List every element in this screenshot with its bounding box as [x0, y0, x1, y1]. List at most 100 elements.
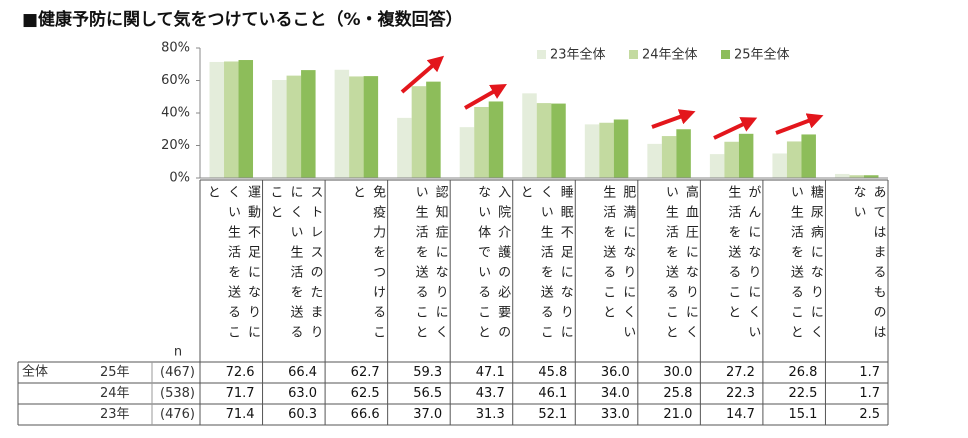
- table-value: 45.8: [538, 365, 567, 380]
- bar: [709, 154, 725, 178]
- bar: [584, 124, 600, 178]
- table-value: 1.7: [859, 365, 880, 380]
- table-value: 66.6: [351, 407, 380, 422]
- table-value: 62.5: [351, 386, 380, 401]
- table-value: 27.2: [726, 365, 755, 380]
- bar: [363, 76, 379, 178]
- bar: [209, 61, 225, 178]
- bar: [286, 75, 302, 178]
- year-label: 23年: [100, 407, 130, 422]
- year-label: 25年: [100, 365, 130, 380]
- bar: [334, 69, 350, 178]
- year-label: 24年: [100, 386, 130, 401]
- category-label: 睡眠不足になりにくい生活を送ること: [517, 185, 573, 345]
- bar: [536, 103, 552, 178]
- category-label: ストレスのたまりにくい生活を送ること: [267, 185, 323, 345]
- legend-label: 23年全体: [550, 47, 606, 63]
- chart-title: ■健康予防に関して気をつけていること（%・複数回答）: [22, 9, 463, 30]
- table-value: 2.5: [859, 407, 880, 422]
- bar: [676, 129, 691, 178]
- bar: [738, 133, 754, 178]
- bar: [863, 175, 879, 178]
- table-value: 15.1: [789, 407, 818, 422]
- bar: [551, 103, 566, 178]
- bar: [488, 101, 504, 178]
- bar: [786, 141, 802, 178]
- n-label: (476): [160, 407, 195, 422]
- table-value: 30.0: [663, 365, 692, 380]
- bar: [397, 117, 412, 178]
- bar: [522, 93, 537, 178]
- n-label: (467): [160, 365, 195, 380]
- table-value: 1.7: [859, 386, 880, 401]
- category-label: 認知症になりにくい生活を送ること: [412, 185, 448, 345]
- group-label: 全体: [22, 364, 48, 380]
- bar: [459, 127, 475, 178]
- table-value: 26.8: [789, 365, 818, 380]
- bar: [474, 106, 489, 178]
- table-value: 43.7: [476, 386, 505, 401]
- y-tick-label: 60%: [161, 73, 190, 88]
- table-value: 37.0: [413, 407, 442, 422]
- table-value: 31.3: [476, 407, 505, 422]
- table-value: 47.1: [476, 365, 505, 380]
- bar: [801, 134, 816, 178]
- table-value: 60.3: [288, 407, 317, 422]
- table-value: 72.6: [226, 365, 255, 380]
- table-value: 66.4: [288, 365, 317, 380]
- category-label: あてはまるものはない: [850, 185, 886, 345]
- bar: [301, 70, 316, 178]
- bar: [349, 76, 364, 178]
- table-value: 22.5: [789, 386, 818, 401]
- category-label: 免疫力をつけること: [350, 185, 386, 345]
- table-value: 33.0: [601, 407, 630, 422]
- bar: [647, 143, 662, 178]
- table-value: 22.3: [726, 386, 755, 401]
- bar: [724, 141, 739, 178]
- bar: [599, 122, 614, 178]
- legend-label: 25年全体: [734, 47, 790, 63]
- category-label: 入院介護の必要のない体でいること: [475, 185, 511, 345]
- table-value: 71.7: [226, 386, 255, 401]
- legend-swatch: [721, 50, 730, 59]
- table-value: 62.7: [351, 365, 380, 380]
- table-value: 25.8: [663, 386, 692, 401]
- y-tick-label: 0%: [169, 171, 190, 186]
- table-value: 21.0: [663, 407, 692, 422]
- table-value: 52.1: [538, 407, 567, 422]
- category-label: 肥満になりにくい生活を送ること: [600, 185, 636, 345]
- bar: [224, 61, 239, 178]
- legend-swatch: [537, 50, 546, 59]
- bar: [772, 153, 787, 178]
- table-value: 36.0: [601, 365, 630, 380]
- table-value: 46.1: [538, 386, 567, 401]
- bar: [426, 81, 441, 178]
- table-value: 56.5: [413, 386, 442, 401]
- bar: [834, 173, 850, 178]
- trend-arrows: [400, 55, 824, 140]
- category-label: がんになりにくい生活を送ること: [725, 185, 761, 345]
- bar: [613, 119, 629, 178]
- bar: [238, 60, 254, 178]
- bar: [272, 80, 287, 178]
- bar: [849, 175, 864, 178]
- y-tick-label: 40%: [161, 106, 190, 121]
- table-value: 34.0: [601, 386, 630, 401]
- table-value: 71.4: [226, 407, 255, 422]
- n-header: n: [174, 345, 182, 360]
- table-value: 14.7: [726, 407, 755, 422]
- legend-swatch: [629, 50, 638, 59]
- bar: [411, 86, 427, 178]
- y-tick-label: 80%: [161, 41, 190, 56]
- y-tick-label: 20%: [161, 138, 190, 153]
- category-label: 糖尿病になりにくい生活を送ること: [787, 185, 823, 345]
- n-label: (538): [160, 386, 195, 401]
- bar: [661, 136, 677, 178]
- category-label: 高血圧になりにくい生活を送ること: [662, 185, 698, 345]
- table-value: 59.3: [413, 365, 442, 380]
- legend-label: 24年全体: [642, 47, 698, 63]
- category-label: 運動不足になりにくい生活を送ること: [205, 185, 260, 345]
- table-value: 63.0: [288, 386, 317, 401]
